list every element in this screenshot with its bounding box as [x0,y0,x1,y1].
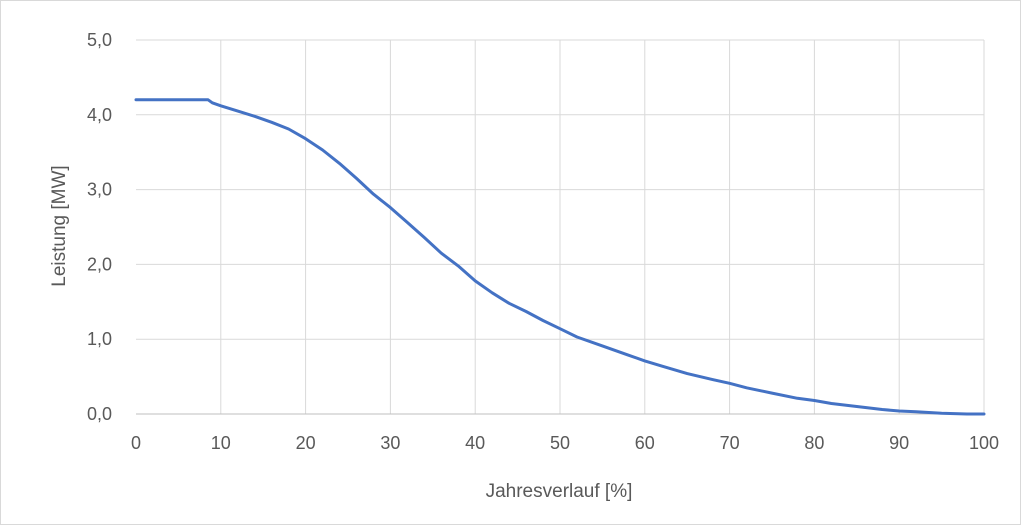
x-tick-label: 0 [131,433,141,453]
x-axis-title: Jahresverlauf [%] [486,481,633,502]
y-tick-label: 4,0 [87,105,112,125]
grid-lines [136,39,985,414]
x-tick-labels: 0 10 20 30 40 50 60 70 80 90 100 [131,433,999,453]
y-tick-label: 3,0 [87,180,112,200]
x-tick-label: 30 [380,433,400,453]
y-tick-labels: 0,0 1,0 2,0 3,0 4,0 5,0 [87,30,112,424]
x-tick-label: 60 [635,433,655,453]
x-tick-label: 90 [889,433,909,453]
x-tick-label: 10 [211,433,231,453]
x-tick-label: 20 [296,433,316,453]
y-tick-label: 1,0 [87,329,112,349]
x-tick-label: 40 [465,433,485,453]
y-tick-label: 0,0 [87,404,112,424]
y-axis-title: Leistung [MW] [49,165,70,286]
x-tick-label: 80 [804,433,824,453]
plot-area [134,98,986,416]
series-line [134,98,986,416]
y-tick-label: 2,0 [87,254,112,274]
y-tick-label: 5,0 [87,30,112,50]
x-tick-label: 70 [720,433,740,453]
x-tick-label: 100 [969,433,999,453]
x-tick-label: 50 [550,433,570,453]
